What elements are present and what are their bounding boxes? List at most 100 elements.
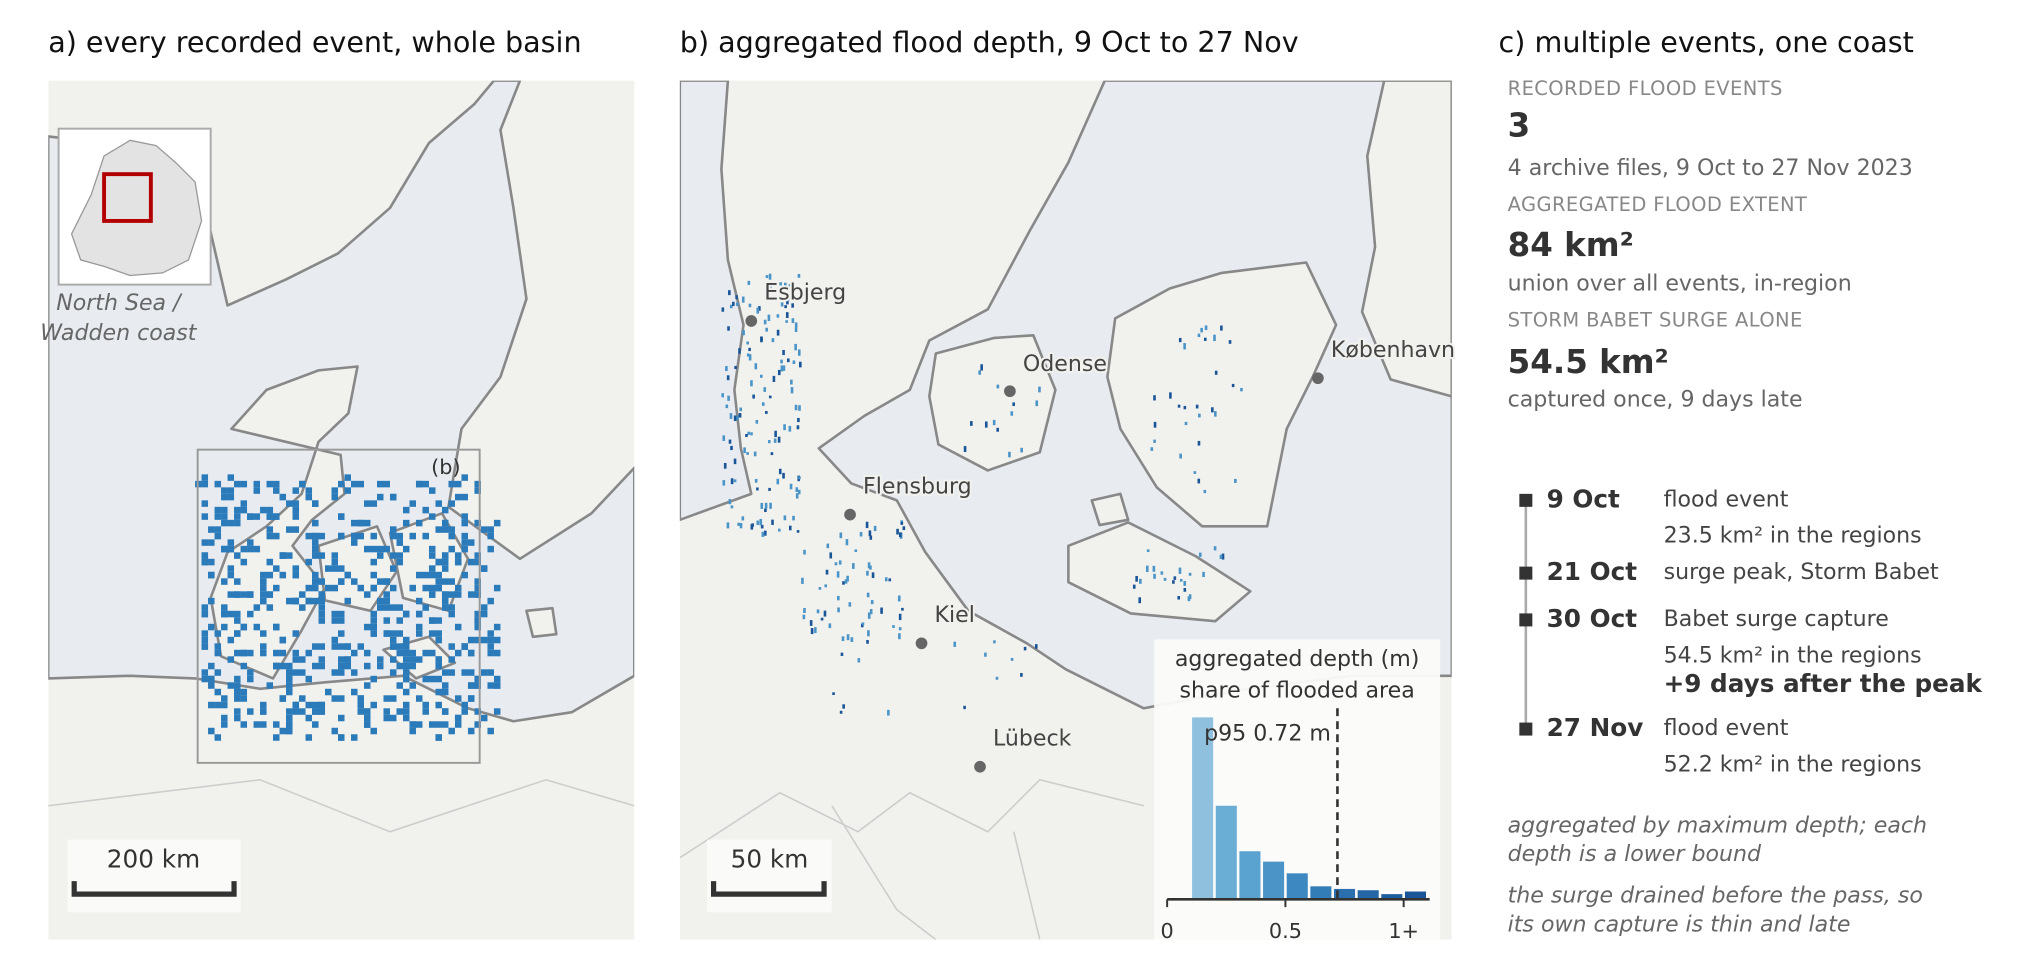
flood-pixel — [364, 623, 371, 631]
flood-pixel — [208, 727, 215, 735]
flood-pixel — [842, 704, 845, 709]
flood-pixel — [389, 565, 397, 572]
flood-pixel — [467, 727, 475, 735]
flood-pixel — [240, 623, 248, 631]
flood-pixel — [227, 656, 235, 663]
cities: Esbjerg Odense København Flensburg Kiel Lübec… — [745, 278, 1457, 773]
flood-pixel — [474, 721, 481, 728]
flood-pixel — [201, 604, 209, 611]
city-label: Kiel — [935, 602, 975, 628]
flood-pixel — [733, 458, 737, 465]
flood-pixel — [389, 669, 397, 676]
flood-pixel — [415, 571, 423, 579]
flood-pixel — [364, 708, 371, 715]
flood-pixel — [428, 591, 436, 598]
flood-pixel — [474, 519, 481, 527]
flood-pixel — [1220, 325, 1223, 331]
flood-pixel — [797, 349, 801, 356]
flood-pixel — [299, 591, 306, 598]
timeline-date: 21 Oct — [1547, 557, 1638, 586]
flood-pixel — [383, 597, 390, 605]
flood-pixel — [318, 604, 326, 611]
flood-pixel — [839, 710, 843, 714]
flood-pixel — [331, 643, 339, 650]
flood-pixel — [253, 487, 261, 494]
flood-pixel — [1153, 439, 1156, 443]
flood-pixel — [435, 734, 442, 741]
flood-pixel — [898, 633, 901, 640]
flood-pixel — [1214, 370, 1218, 375]
flood-pixel — [867, 612, 871, 619]
flood-pixel — [247, 591, 254, 598]
flood-pixel — [480, 610, 488, 618]
flood-pixel — [331, 695, 339, 702]
flood-pixel — [292, 701, 300, 709]
flood-pixel — [739, 522, 743, 529]
flood-pixel — [736, 415, 739, 421]
flood-pixel — [396, 552, 403, 559]
flood-pixel — [869, 565, 872, 570]
border — [679, 778, 1144, 940]
flood-pixel — [435, 526, 442, 533]
flood-pixel — [1020, 673, 1023, 677]
flood-pixel — [299, 604, 306, 611]
flood-pixel — [312, 643, 319, 650]
flood-pixel — [402, 506, 410, 514]
flood-pixel — [765, 327, 768, 332]
timeline-date: 27 Nov — [1547, 713, 1644, 742]
flood-pixel — [725, 366, 728, 372]
timeline-emphasis: +9 days after the peak — [1664, 669, 1983, 698]
histogram-subtitle: share of flooded area — [1179, 677, 1414, 703]
flood-pixel — [1177, 596, 1181, 600]
flood-pixel — [396, 604, 403, 611]
flood-pixel — [370, 675, 377, 683]
flood-pixel — [338, 669, 345, 676]
flood-pixel — [331, 487, 339, 494]
flood-pixel — [448, 500, 455, 507]
flood-pixel — [846, 634, 850, 641]
flood-pixel — [305, 701, 313, 709]
flood-pixel — [338, 565, 345, 572]
flood-pixel — [441, 682, 449, 689]
flood-pixel — [1214, 411, 1217, 417]
flood-pixel — [338, 480, 345, 488]
flood-pixel — [992, 419, 996, 426]
flood-pixel — [480, 604, 488, 611]
flood-pixel — [454, 695, 462, 702]
flood-pixel — [428, 571, 436, 579]
flood-pixel — [467, 669, 475, 676]
flood-pixel — [422, 675, 429, 683]
stat-value: 3 — [1508, 106, 1531, 144]
flood-pixel — [292, 708, 300, 715]
flood-pixel — [286, 682, 293, 689]
flood-pixel — [803, 608, 806, 613]
flood-pixel — [305, 493, 313, 501]
flood-pixel — [1034, 644, 1038, 649]
flood-pixel — [227, 539, 235, 546]
flood-pixel — [792, 515, 795, 521]
flood-pixel — [480, 636, 488, 644]
flood-pixel — [286, 675, 293, 683]
flood-pixel — [234, 714, 241, 722]
city-dot — [844, 508, 856, 521]
flood-pixel — [376, 578, 384, 585]
flood-pixel — [467, 649, 475, 657]
flood-pixel — [803, 549, 806, 555]
flood-pixel — [792, 360, 796, 365]
flood-pixel — [752, 394, 755, 399]
island — [1090, 492, 1130, 527]
flood-pixel — [454, 721, 462, 728]
flood-pixel — [765, 275, 769, 279]
flood-pixel — [253, 513, 261, 520]
flood-pixel — [823, 610, 827, 617]
flood-pixel — [759, 374, 763, 378]
flood-pixel — [1179, 453, 1182, 459]
flood-pixel — [396, 630, 403, 637]
flood-pixel — [227, 636, 235, 644]
flood-pixel — [279, 727, 287, 735]
flood-pixel — [441, 558, 449, 566]
timeline-marker — [1519, 493, 1533, 507]
flood-pixel — [728, 290, 731, 296]
flood-pixel — [1183, 588, 1187, 592]
flood-pixel — [487, 597, 494, 605]
